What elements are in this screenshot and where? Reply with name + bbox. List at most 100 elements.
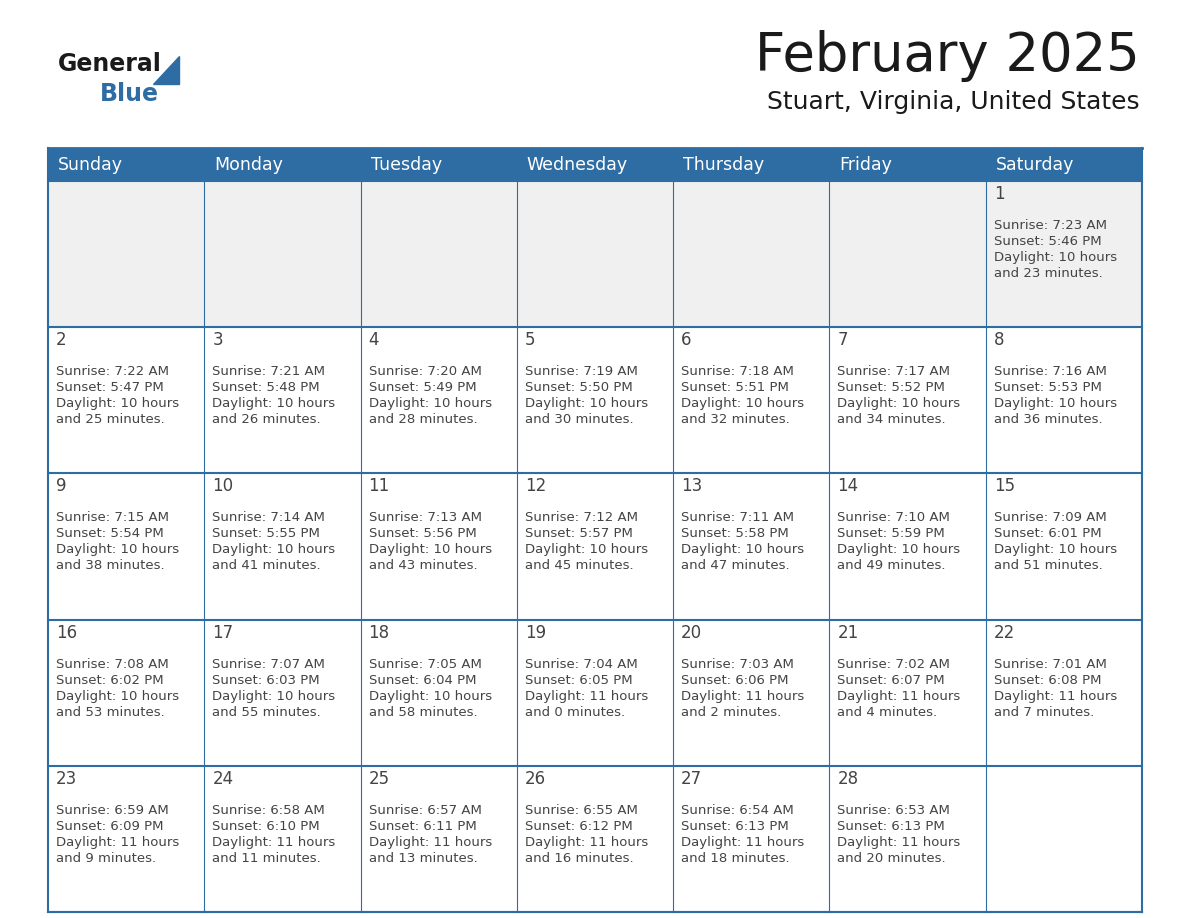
- Text: 25: 25: [368, 770, 390, 788]
- Text: and 16 minutes.: and 16 minutes.: [525, 852, 633, 865]
- Text: Sunrise: 6:54 AM: Sunrise: 6:54 AM: [681, 804, 794, 817]
- Text: Sunrise: 7:02 AM: Sunrise: 7:02 AM: [838, 657, 950, 671]
- Bar: [48, 148, 1142, 181]
- Text: 11: 11: [368, 477, 390, 496]
- Text: and 58 minutes.: and 58 minutes.: [368, 706, 478, 719]
- Text: Sunset: 6:04 PM: Sunset: 6:04 PM: [368, 674, 476, 687]
- Text: and 26 minutes.: and 26 minutes.: [213, 413, 321, 426]
- Text: and 18 minutes.: and 18 minutes.: [681, 852, 790, 865]
- Text: and 41 minutes.: and 41 minutes.: [213, 559, 321, 573]
- Text: and 55 minutes.: and 55 minutes.: [213, 706, 321, 719]
- Text: Daylight: 10 hours: Daylight: 10 hours: [213, 397, 335, 410]
- Text: 9: 9: [56, 477, 67, 496]
- Text: Sunset: 6:11 PM: Sunset: 6:11 PM: [368, 820, 476, 833]
- Text: Daylight: 11 hours: Daylight: 11 hours: [368, 835, 492, 849]
- Text: 1: 1: [993, 185, 1004, 203]
- Text: Sunset: 6:01 PM: Sunset: 6:01 PM: [993, 528, 1101, 541]
- Text: Daylight: 11 hours: Daylight: 11 hours: [838, 835, 961, 849]
- Text: Sunrise: 7:22 AM: Sunrise: 7:22 AM: [56, 365, 169, 378]
- Text: and 11 minutes.: and 11 minutes.: [213, 852, 321, 865]
- Bar: [48, 620, 1142, 766]
- Text: Sunrise: 7:03 AM: Sunrise: 7:03 AM: [681, 657, 794, 671]
- Text: Daylight: 10 hours: Daylight: 10 hours: [681, 543, 804, 556]
- Text: Sunrise: 6:57 AM: Sunrise: 6:57 AM: [368, 804, 481, 817]
- Text: Saturday: Saturday: [996, 155, 1074, 174]
- Text: Sunrise: 7:16 AM: Sunrise: 7:16 AM: [993, 365, 1106, 378]
- Text: Sunrise: 7:21 AM: Sunrise: 7:21 AM: [213, 365, 326, 378]
- Text: Daylight: 11 hours: Daylight: 11 hours: [525, 689, 649, 702]
- Text: Sunset: 5:55 PM: Sunset: 5:55 PM: [213, 528, 320, 541]
- Text: Sunset: 5:57 PM: Sunset: 5:57 PM: [525, 528, 633, 541]
- Text: Sunset: 6:03 PM: Sunset: 6:03 PM: [213, 674, 320, 687]
- Text: Sunrise: 7:11 AM: Sunrise: 7:11 AM: [681, 511, 794, 524]
- Text: Tuesday: Tuesday: [371, 155, 442, 174]
- Text: Sunrise: 7:04 AM: Sunrise: 7:04 AM: [525, 657, 638, 671]
- Bar: [48, 327, 1142, 474]
- Text: Sunset: 5:54 PM: Sunset: 5:54 PM: [56, 528, 164, 541]
- Text: 28: 28: [838, 770, 859, 788]
- Text: Sunrise: 7:01 AM: Sunrise: 7:01 AM: [993, 657, 1106, 671]
- Text: Daylight: 10 hours: Daylight: 10 hours: [993, 251, 1117, 264]
- Text: 23: 23: [56, 770, 77, 788]
- Text: 5: 5: [525, 331, 536, 349]
- Text: Sunset: 6:13 PM: Sunset: 6:13 PM: [681, 820, 789, 833]
- Text: 24: 24: [213, 770, 233, 788]
- Text: 15: 15: [993, 477, 1015, 496]
- Text: 27: 27: [681, 770, 702, 788]
- Text: Sunrise: 7:07 AM: Sunrise: 7:07 AM: [213, 657, 326, 671]
- Text: 26: 26: [525, 770, 546, 788]
- Text: 2: 2: [56, 331, 67, 349]
- Bar: [48, 474, 1142, 620]
- Text: and 32 minutes.: and 32 minutes.: [681, 413, 790, 426]
- Text: Daylight: 10 hours: Daylight: 10 hours: [213, 543, 335, 556]
- Text: and 20 minutes.: and 20 minutes.: [838, 852, 946, 865]
- Text: Sunrise: 7:13 AM: Sunrise: 7:13 AM: [368, 511, 481, 524]
- Text: Sunset: 5:49 PM: Sunset: 5:49 PM: [368, 381, 476, 394]
- Text: Sunrise: 7:14 AM: Sunrise: 7:14 AM: [213, 511, 326, 524]
- Text: 7: 7: [838, 331, 848, 349]
- Text: and 7 minutes.: and 7 minutes.: [993, 706, 1094, 719]
- Text: Sunrise: 7:23 AM: Sunrise: 7:23 AM: [993, 219, 1107, 232]
- Text: and 43 minutes.: and 43 minutes.: [368, 559, 478, 573]
- Text: 12: 12: [525, 477, 546, 496]
- Text: Daylight: 11 hours: Daylight: 11 hours: [681, 689, 804, 702]
- Text: Sunrise: 7:15 AM: Sunrise: 7:15 AM: [56, 511, 169, 524]
- Text: and 9 minutes.: and 9 minutes.: [56, 852, 156, 865]
- Text: Daylight: 11 hours: Daylight: 11 hours: [993, 689, 1117, 702]
- Text: and 49 minutes.: and 49 minutes.: [838, 559, 946, 573]
- Text: Daylight: 10 hours: Daylight: 10 hours: [525, 543, 647, 556]
- Text: Sunrise: 7:08 AM: Sunrise: 7:08 AM: [56, 657, 169, 671]
- Text: Thursday: Thursday: [683, 155, 764, 174]
- Text: Sunrise: 7:05 AM: Sunrise: 7:05 AM: [368, 657, 481, 671]
- Text: Sunset: 5:58 PM: Sunset: 5:58 PM: [681, 528, 789, 541]
- Text: Sunset: 6:06 PM: Sunset: 6:06 PM: [681, 674, 789, 687]
- Text: 10: 10: [213, 477, 233, 496]
- Text: and 4 minutes.: and 4 minutes.: [838, 706, 937, 719]
- Text: Sunset: 5:47 PM: Sunset: 5:47 PM: [56, 381, 164, 394]
- Text: Daylight: 10 hours: Daylight: 10 hours: [993, 397, 1117, 410]
- Text: February 2025: February 2025: [756, 30, 1140, 82]
- Text: Daylight: 11 hours: Daylight: 11 hours: [838, 689, 961, 702]
- Text: Sunrise: 7:18 AM: Sunrise: 7:18 AM: [681, 365, 794, 378]
- Text: and 23 minutes.: and 23 minutes.: [993, 267, 1102, 280]
- Polygon shape: [153, 56, 179, 84]
- Text: Sunset: 6:05 PM: Sunset: 6:05 PM: [525, 674, 632, 687]
- Text: Sunset: 5:52 PM: Sunset: 5:52 PM: [838, 381, 946, 394]
- Text: Sunrise: 7:10 AM: Sunrise: 7:10 AM: [838, 511, 950, 524]
- Text: 6: 6: [681, 331, 691, 349]
- Text: and 34 minutes.: and 34 minutes.: [838, 413, 946, 426]
- Text: Friday: Friday: [840, 155, 892, 174]
- Text: Sunrise: 7:19 AM: Sunrise: 7:19 AM: [525, 365, 638, 378]
- Text: Sunset: 5:51 PM: Sunset: 5:51 PM: [681, 381, 789, 394]
- Text: 16: 16: [56, 623, 77, 642]
- Text: 8: 8: [993, 331, 1004, 349]
- Text: Daylight: 10 hours: Daylight: 10 hours: [368, 397, 492, 410]
- Text: Sunset: 6:08 PM: Sunset: 6:08 PM: [993, 674, 1101, 687]
- Text: 3: 3: [213, 331, 223, 349]
- Text: 13: 13: [681, 477, 702, 496]
- Text: Sunrise: 6:53 AM: Sunrise: 6:53 AM: [838, 804, 950, 817]
- Text: and 47 minutes.: and 47 minutes.: [681, 559, 790, 573]
- Text: 17: 17: [213, 623, 233, 642]
- Text: 19: 19: [525, 623, 546, 642]
- Text: Sunrise: 7:17 AM: Sunrise: 7:17 AM: [838, 365, 950, 378]
